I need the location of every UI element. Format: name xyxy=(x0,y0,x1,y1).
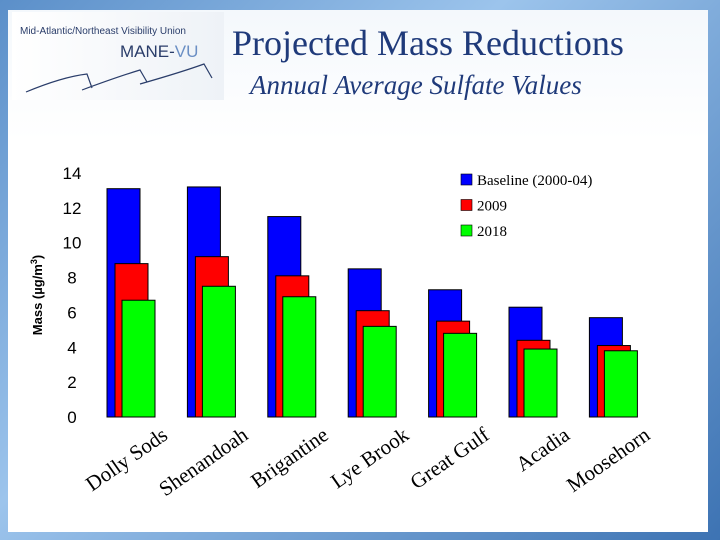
y-tick-label: 0 xyxy=(67,408,76,427)
bar-2018 xyxy=(201,285,236,418)
legend-label: 2018 xyxy=(477,224,507,240)
slide-title: Projected Mass Reductions xyxy=(232,23,624,63)
legend-swatch xyxy=(460,199,473,211)
logo-acronym-a: MANE- xyxy=(120,42,175,61)
y-axis-label: Mass (µg/m3) xyxy=(29,255,45,335)
bar-2018 xyxy=(443,332,478,418)
logo-org-name: Mid-Atlantic/Northeast Visibility Union xyxy=(20,26,186,37)
x-category-label: Brigantine xyxy=(246,422,332,493)
logo-acronym: MANE-VU xyxy=(120,42,198,62)
y-tick-label: 8 xyxy=(67,269,76,288)
y-tick-label: 4 xyxy=(67,338,76,357)
x-category-label: Lye Brook xyxy=(326,422,413,493)
x-category-label: Great Gulf xyxy=(406,422,494,494)
legend-label: 2009 xyxy=(477,199,507,215)
bar-2018 xyxy=(523,348,558,418)
mane-vu-logo: Mid-Atlantic/Northeast Visibility Union … xyxy=(12,12,224,100)
legend-swatch xyxy=(460,173,473,186)
bar-2018 xyxy=(603,350,638,418)
x-category-label: Acadia xyxy=(511,422,574,476)
legend-label: Baseline (2000-04) xyxy=(477,173,592,189)
logo-acronym-b: VU xyxy=(174,42,199,61)
logo-swoosh-icon xyxy=(25,63,213,93)
y-tick-label: 10 xyxy=(63,234,82,253)
y-tick-label: 6 xyxy=(67,303,76,322)
legend-swatch xyxy=(460,224,473,237)
bar-2018 xyxy=(362,325,397,418)
slide-subtitle: Annual Average Sulfate Values xyxy=(250,70,582,100)
x-category-label: Shenandoah xyxy=(154,422,252,501)
bar-2018 xyxy=(282,296,317,418)
y-tick-label: 12 xyxy=(63,199,82,218)
y-tick-label: 2 xyxy=(67,373,76,392)
x-category-label: Moosehorn xyxy=(562,422,655,497)
bar-2018 xyxy=(121,299,156,418)
y-tick-label: 14 xyxy=(63,164,82,183)
